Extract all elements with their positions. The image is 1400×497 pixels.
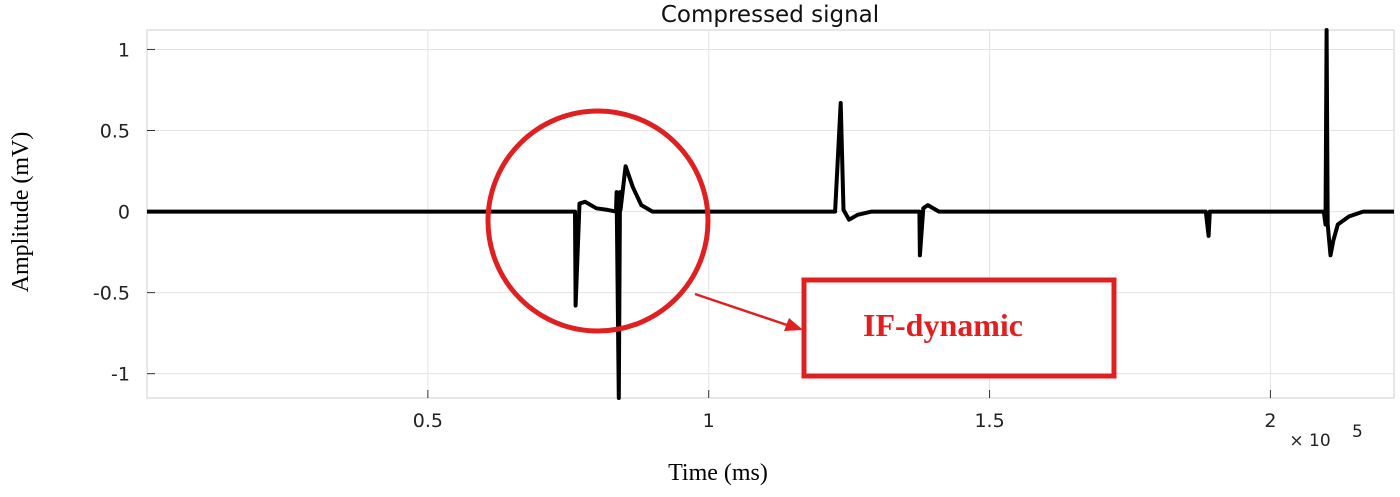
chart-title: Compressed signal	[661, 2, 879, 28]
y-tick-label-0: 1	[118, 39, 130, 61]
x-tick-label-2: 1.5	[974, 410, 1004, 432]
plot-area	[146, 29, 1395, 399]
x-tick-label-3: 2	[1264, 410, 1276, 432]
x-exponent-power: 5	[1352, 422, 1363, 442]
annotation-circle	[485, 108, 711, 334]
annotation-arrow-line	[694, 292, 791, 328]
y-tick-label-1: 0.5	[100, 121, 130, 143]
y-tick-label-3: -0.5	[93, 283, 130, 305]
series-line-0	[147, 28, 1394, 400]
x-axis-label: Time (ms)	[668, 460, 768, 486]
x-tick-label-1: 1	[703, 410, 715, 432]
series-layer	[147, 28, 1394, 400]
annotation: IF-dynamic	[485, 108, 1117, 379]
x-tick-label-0: 0.5	[413, 410, 443, 432]
y-axis-label: Amplitude (mV)	[8, 132, 34, 293]
annotation-label: IF-dynamic	[863, 307, 1023, 343]
annotation-arrowhead	[784, 318, 803, 331]
annotation-box	[801, 277, 1117, 379]
tick-labels: 0.5 1 1.5 2 1 0.5 0 -0.5 -1	[93, 39, 1277, 432]
y-tick-label-4: -1	[111, 364, 130, 386]
y-tick-label-2: 0	[118, 202, 130, 224]
x-exponent-label: × 10	[1289, 431, 1330, 451]
